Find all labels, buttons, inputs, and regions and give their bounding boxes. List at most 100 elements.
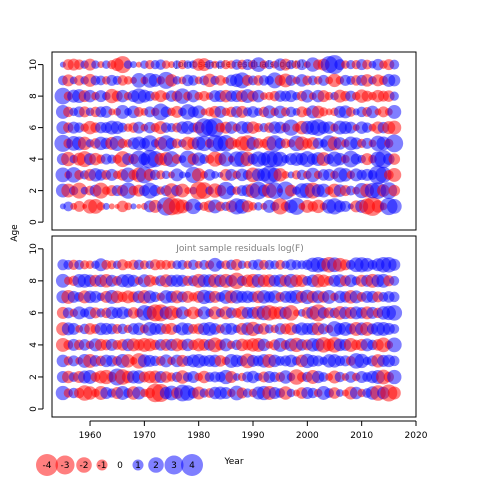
y-tick-label: 6 <box>29 310 39 316</box>
legend-label: 4 <box>189 461 195 471</box>
residual-bubble <box>385 134 404 153</box>
residual-bubble <box>388 74 401 87</box>
residual-bubble <box>136 203 142 209</box>
legend-bubble <box>76 457 92 473</box>
residual-bubble <box>334 371 346 383</box>
y-tick-label: 2 <box>29 188 39 194</box>
residual-bubble <box>192 105 206 119</box>
legend-label: 0 <box>117 461 123 471</box>
residual-bubble <box>237 260 247 270</box>
y-tick-label: 10 <box>29 243 39 255</box>
residual-bubble <box>287 197 306 215</box>
residual-bubble <box>273 168 287 182</box>
panel-top-bubbles <box>54 55 404 216</box>
residual-bubble <box>123 60 133 69</box>
residual-bubble <box>344 121 357 134</box>
residual-bubble <box>130 203 137 210</box>
y-axis-bottom: 0 2 4 6 8 10 <box>29 243 44 412</box>
residual-bubble <box>281 171 290 179</box>
residual-bubble <box>55 167 71 183</box>
residual-bubble <box>63 201 74 212</box>
residual-bubble <box>102 202 110 210</box>
y-tick-label: 0 <box>29 219 39 225</box>
residual-bubble <box>123 76 133 85</box>
residual-bubble <box>389 91 399 101</box>
residual-bubble <box>386 305 403 321</box>
residual-bubble <box>108 108 116 116</box>
legend-bubble <box>181 454 203 476</box>
residual-bubble <box>387 104 402 119</box>
panel-bottom-title: Joint sample residuals log(F) <box>175 244 303 254</box>
legend-bubble <box>148 457 164 473</box>
y-tick-label: 6 <box>29 124 39 130</box>
residual-bubble <box>389 323 400 334</box>
residual-bubble <box>254 202 263 211</box>
residual-bubble <box>175 306 189 320</box>
residual-bubble <box>91 60 100 69</box>
residual-bubble <box>218 151 234 167</box>
residual-bubble <box>285 106 297 118</box>
x-tick-label: 1960 <box>79 431 102 441</box>
residual-bubble <box>386 199 402 214</box>
residual-bubble <box>389 275 400 286</box>
residual-bubble <box>96 202 106 211</box>
residual-bubble <box>215 75 226 86</box>
residual-bubble <box>131 73 147 88</box>
residual-bubble <box>296 59 308 71</box>
residual-bubble <box>67 322 80 335</box>
residual-bubble <box>387 386 401 400</box>
y-tick-label: 8 <box>29 93 39 99</box>
y-tick-label: 4 <box>29 156 39 162</box>
residual-bubble <box>389 355 400 367</box>
residual-bubble <box>286 388 296 398</box>
legend-bubble <box>132 459 144 471</box>
legend-bubble <box>164 455 184 475</box>
residual-bubble <box>178 171 186 179</box>
legend-label: 2 <box>153 461 159 471</box>
x-tick-label: 2010 <box>350 431 373 441</box>
y-axis-label: Age <box>10 224 20 242</box>
residual-bubble <box>293 309 300 317</box>
x-tick-label: 1980 <box>187 431 210 441</box>
panel-bottom-bubbles <box>55 257 403 403</box>
residual-bubble <box>198 90 210 102</box>
residual-bubble <box>282 119 300 136</box>
y-tick-label: 4 <box>29 342 39 348</box>
residual-bubble <box>100 105 113 118</box>
residual-bubble <box>114 56 132 74</box>
residual-bubble <box>311 199 325 214</box>
residual-bubble <box>161 60 171 69</box>
residual-bubble <box>252 89 265 103</box>
residual-bubble <box>130 61 137 69</box>
x-axis-label: Year <box>223 457 243 467</box>
residual-bubble <box>116 200 129 213</box>
panel-bottom-frame <box>51 235 417 418</box>
residual-bubble <box>73 200 85 212</box>
residual-bubble <box>191 168 206 182</box>
residual-bubble <box>387 167 402 182</box>
y-tick-label: 2 <box>29 374 39 380</box>
y-tick-label: 8 <box>29 278 39 284</box>
x-tick-label: 1990 <box>242 431 265 441</box>
residual-bubble <box>386 337 402 353</box>
residual-bubble <box>124 202 132 211</box>
residual-bubble <box>345 106 356 117</box>
residual-bubble <box>387 369 402 385</box>
residual-bubble <box>172 76 182 85</box>
residual-bubble <box>339 200 351 212</box>
legend-label: 1 <box>135 461 141 471</box>
residual-bubble <box>336 389 344 397</box>
residual-bubble <box>184 187 192 195</box>
legend-label: -2 <box>80 461 89 471</box>
residual-bubble <box>283 305 299 321</box>
residual-bubble <box>115 104 130 119</box>
residual-bubble <box>388 153 401 165</box>
legend-bubble <box>36 454 58 476</box>
residual-bubble <box>319 107 329 117</box>
residual-bubble <box>388 258 401 271</box>
legend-label: -3 <box>61 461 70 471</box>
legend-label: 3 <box>171 461 177 471</box>
x-axis: 1960 1970 1980 1990 2000 2010 2020 <box>79 420 428 441</box>
residual-bubble <box>366 105 379 119</box>
